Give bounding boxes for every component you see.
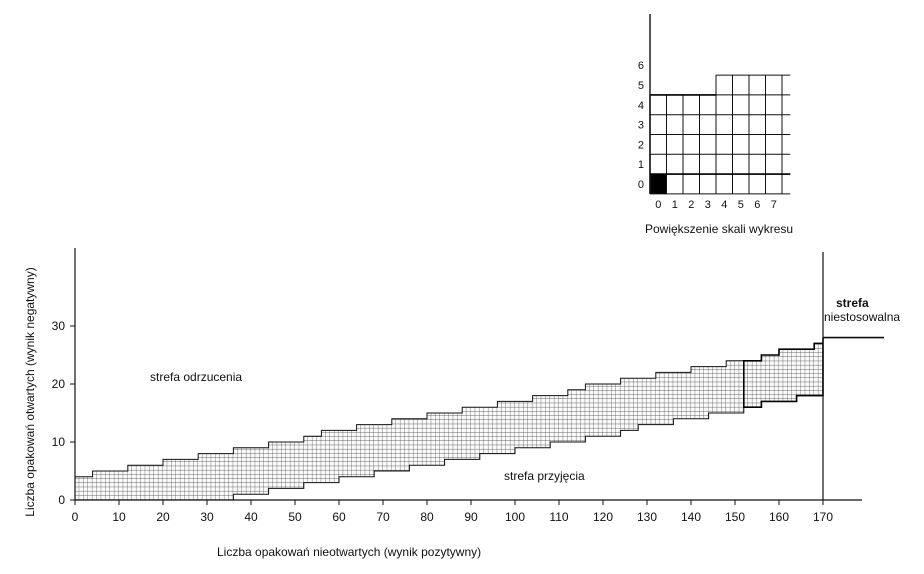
x-tick-label: 10 xyxy=(112,510,126,524)
x-tick-label: 150 xyxy=(725,510,745,524)
x-tick-label: 30 xyxy=(200,510,214,524)
x-tick-label: 120 xyxy=(593,510,613,524)
y-axis-label: Liczba opakowań otwartych (wynik negatyw… xyxy=(23,267,37,517)
x-axis-label: Liczba opakowań nieotwartych (wynik pozy… xyxy=(217,545,482,559)
x-tick-label: 40 xyxy=(244,510,258,524)
inset-x-tick-label: 5 xyxy=(738,199,744,211)
y-tick-label: 30 xyxy=(52,319,66,333)
x-tick-label: 60 xyxy=(332,510,346,524)
inset-x-tick-label: 4 xyxy=(721,199,727,211)
inset-x-tick-label: 6 xyxy=(754,199,760,211)
x-tick-label: 160 xyxy=(769,510,789,524)
inset-y-tick-label: 3 xyxy=(638,120,644,132)
acceptance-zone-label: strefa przyjęcia xyxy=(504,469,585,483)
inset-x-tick-label: 1 xyxy=(672,199,678,211)
y-tick-label: 10 xyxy=(52,435,66,449)
inset-x-tick-label: 7 xyxy=(771,199,777,211)
inset-x-tick-label: 2 xyxy=(688,199,694,211)
inset-x-tick-label: 0 xyxy=(655,199,661,211)
inset-x-tick-label: 3 xyxy=(705,199,711,211)
inset-y-tick-label: 0 xyxy=(638,179,644,191)
y-tick-label: 0 xyxy=(58,493,65,507)
not-applicable-zone-label-bold: strefa xyxy=(836,296,869,310)
inset-y-tick-label: 2 xyxy=(638,139,644,151)
inset-y-tick-label: 6 xyxy=(638,60,644,72)
origin-filled-cell xyxy=(650,174,667,194)
x-tick-label: 70 xyxy=(376,510,390,524)
inset-title: Powiększenie skali wykresu xyxy=(645,222,794,236)
acceptance-band xyxy=(74,337,824,501)
main-plot: 0 10 20 30 40 50 60 70 80 90 100 110 120 130 140 150 160… xyxy=(52,248,884,524)
x-tick-label: 50 xyxy=(288,510,302,524)
x-tick-label: 0 xyxy=(72,510,79,524)
x-tick-label: 170 xyxy=(813,510,833,524)
acceptance-band-dense xyxy=(742,337,824,409)
x-tick-label: 110 xyxy=(549,510,568,524)
inset-y-tick-label: 4 xyxy=(638,100,644,112)
x-tick-label: 130 xyxy=(637,510,657,524)
x-tick-label: 100 xyxy=(505,510,525,524)
y-tick-label: 20 xyxy=(52,377,66,391)
inset-y-tick-label: 5 xyxy=(638,80,644,92)
x-tick-label: 20 xyxy=(156,510,170,524)
rejection-zone-label: strefa odrzucenia xyxy=(150,370,243,384)
not-applicable-zone-label: niestosowalna xyxy=(824,310,901,324)
x-tick-label: 80 xyxy=(420,510,434,524)
inset-y-tick-label: 1 xyxy=(638,159,644,171)
x-tick-label: 140 xyxy=(681,510,701,524)
x-tick-label: 90 xyxy=(464,510,478,524)
